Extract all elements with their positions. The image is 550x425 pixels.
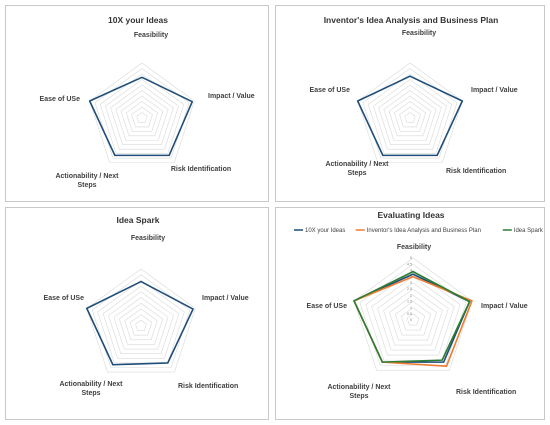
grid-ring bbox=[105, 79, 179, 150]
legend-entry: Idea Spark bbox=[514, 228, 544, 234]
axis-label-feasibility: Feasibility bbox=[134, 32, 168, 39]
grid-ring bbox=[378, 84, 442, 145]
axis-label-actionability-next-steps: Actionability / Next Steps bbox=[325, 161, 389, 177]
series-line-score bbox=[356, 75, 464, 157]
grid-ring bbox=[136, 112, 148, 123]
grid-ring bbox=[383, 288, 443, 346]
chart-title: 10X your Ideas bbox=[108, 15, 168, 25]
axis-label-feasibility: Feasibility bbox=[131, 235, 165, 242]
axis-label-impact-value: Impact / Value bbox=[481, 303, 528, 310]
series-line-idea-spark bbox=[353, 270, 471, 363]
radar-chart-svg: Evaluating Ideas 0 0.5 1 1.5 2 2.5 3 3.5 4 4.5 5 Fea… bbox=[294, 210, 544, 400]
grid-ring bbox=[406, 313, 420, 326]
chart-panel-inventors-idea-analysis: Inventor's Idea Analysis and Business Pl… bbox=[275, 5, 545, 202]
grid-ring bbox=[120, 95, 164, 137]
axis-label-impact-value: Impact / Value bbox=[208, 93, 255, 100]
grid-ring bbox=[357, 62, 463, 163]
axis-label-feasibility: Feasibility bbox=[397, 244, 431, 251]
grid-ring bbox=[400, 307, 426, 331]
axis-label-actionability-next-steps: Actionability / Next Steps bbox=[55, 173, 119, 189]
axis-label-actionability-next-steps: Actionability / Next Steps bbox=[327, 384, 391, 400]
chart-panel-10x-your-ideas: 10X your Ideas Feasibility Impact / Value R… bbox=[5, 5, 269, 202]
grid-ring bbox=[113, 297, 169, 350]
grid-ring bbox=[108, 291, 174, 354]
tick-label: 1.5 bbox=[407, 300, 412, 304]
grid-ring bbox=[399, 106, 421, 128]
chart-title: Inventor's Idea Analysis and Business Pl… bbox=[324, 15, 499, 25]
grid-ring bbox=[129, 314, 153, 336]
grid-ring bbox=[115, 90, 169, 141]
axis-label-impact-value: Impact / Value bbox=[202, 295, 249, 302]
grid-ring bbox=[118, 302, 164, 345]
grid-ring bbox=[110, 84, 174, 145]
tick-label: 4.5 bbox=[407, 262, 412, 266]
legend-entry: Inventor's Idea Analysis and Business Pl… bbox=[367, 228, 481, 234]
radar-chart-svg: 10X your Ideas Feasibility Impact / Value R… bbox=[40, 15, 255, 189]
grid-ring bbox=[377, 282, 449, 351]
grid-ring bbox=[389, 294, 437, 341]
tick-label: 2 bbox=[410, 293, 412, 297]
axis-label-risk-identification: Risk Identification bbox=[178, 383, 238, 390]
tick-label: 0 bbox=[410, 318, 412, 322]
tick-label: 3 bbox=[410, 281, 412, 285]
grid-ring bbox=[125, 101, 159, 132]
axis-label-impact-value: Impact / Value bbox=[471, 87, 518, 94]
grid-ring bbox=[394, 301, 432, 336]
axis-label-actionability-next-steps: Actionability / Next Steps bbox=[59, 381, 123, 397]
grid-ring bbox=[388, 95, 432, 137]
grid-ring bbox=[404, 112, 416, 123]
axis-label-ease-of-use: Ease of USe bbox=[44, 295, 85, 302]
grid-ring bbox=[135, 319, 147, 331]
axis-label-risk-identification: Risk Identification bbox=[446, 168, 506, 175]
grid-ring bbox=[367, 73, 453, 154]
grid-ring bbox=[373, 79, 447, 150]
chart-title: Idea Spark bbox=[117, 215, 160, 225]
series-line-inventor-s-idea-analysis-and-business-plan bbox=[353, 275, 473, 367]
legend: 10X your Ideas Inventor's Idea Analysis a… bbox=[294, 228, 544, 234]
grid-ring bbox=[91, 274, 191, 368]
grid-ring bbox=[124, 308, 158, 341]
grid-ring bbox=[86, 268, 196, 373]
grid-ring bbox=[97, 280, 185, 364]
radar-chart-svg: Inventor's Idea Analysis and Business Pl… bbox=[310, 15, 518, 177]
axis-label-ease-of-use: Ease of USe bbox=[40, 96, 81, 103]
tick-label: 0.5 bbox=[407, 312, 412, 316]
tick-label: 2.5 bbox=[407, 287, 412, 291]
grid-ring bbox=[102, 285, 180, 359]
grid-ring bbox=[353, 257, 473, 371]
tick-label: 5 bbox=[410, 256, 412, 260]
grid-ring bbox=[371, 276, 455, 356]
legend-entry: 10X your Ideas bbox=[305, 228, 345, 234]
grid-ring bbox=[362, 68, 458, 159]
series-line-score bbox=[88, 76, 194, 157]
series-line-score bbox=[85, 280, 194, 366]
grid-ring bbox=[89, 62, 195, 163]
radar-chart-svg: Idea Spark Feasibility Impact / Value Risk … bbox=[44, 215, 249, 397]
grid-ring bbox=[393, 101, 427, 132]
chart-title: Evaluating Ideas bbox=[377, 210, 444, 220]
axis-label-ease-of-use: Ease of USe bbox=[310, 87, 351, 94]
grid-ring bbox=[99, 73, 185, 154]
axis-label-risk-identification: Risk Identification bbox=[456, 389, 516, 396]
chart-panel-evaluating-ideas: Evaluating Ideas 0 0.5 1 1.5 2 2.5 3 3.5 4 4.5 5 Fea… bbox=[275, 207, 545, 420]
grid-ring bbox=[365, 270, 461, 361]
axis-label-feasibility: Feasibility bbox=[402, 30, 436, 37]
axis-label-risk-identification: Risk Identification bbox=[171, 166, 231, 173]
grid-ring bbox=[383, 90, 437, 141]
axis-label-ease-of-use: Ease of USe bbox=[307, 303, 348, 310]
chart-panel-idea-spark: Idea Spark Feasibility Impact / Value Risk … bbox=[5, 207, 269, 420]
tick-label: 1 bbox=[410, 306, 412, 310]
tick-label: 4 bbox=[410, 269, 412, 273]
tick-label: 3.5 bbox=[407, 275, 412, 279]
grid-ring bbox=[131, 106, 153, 128]
